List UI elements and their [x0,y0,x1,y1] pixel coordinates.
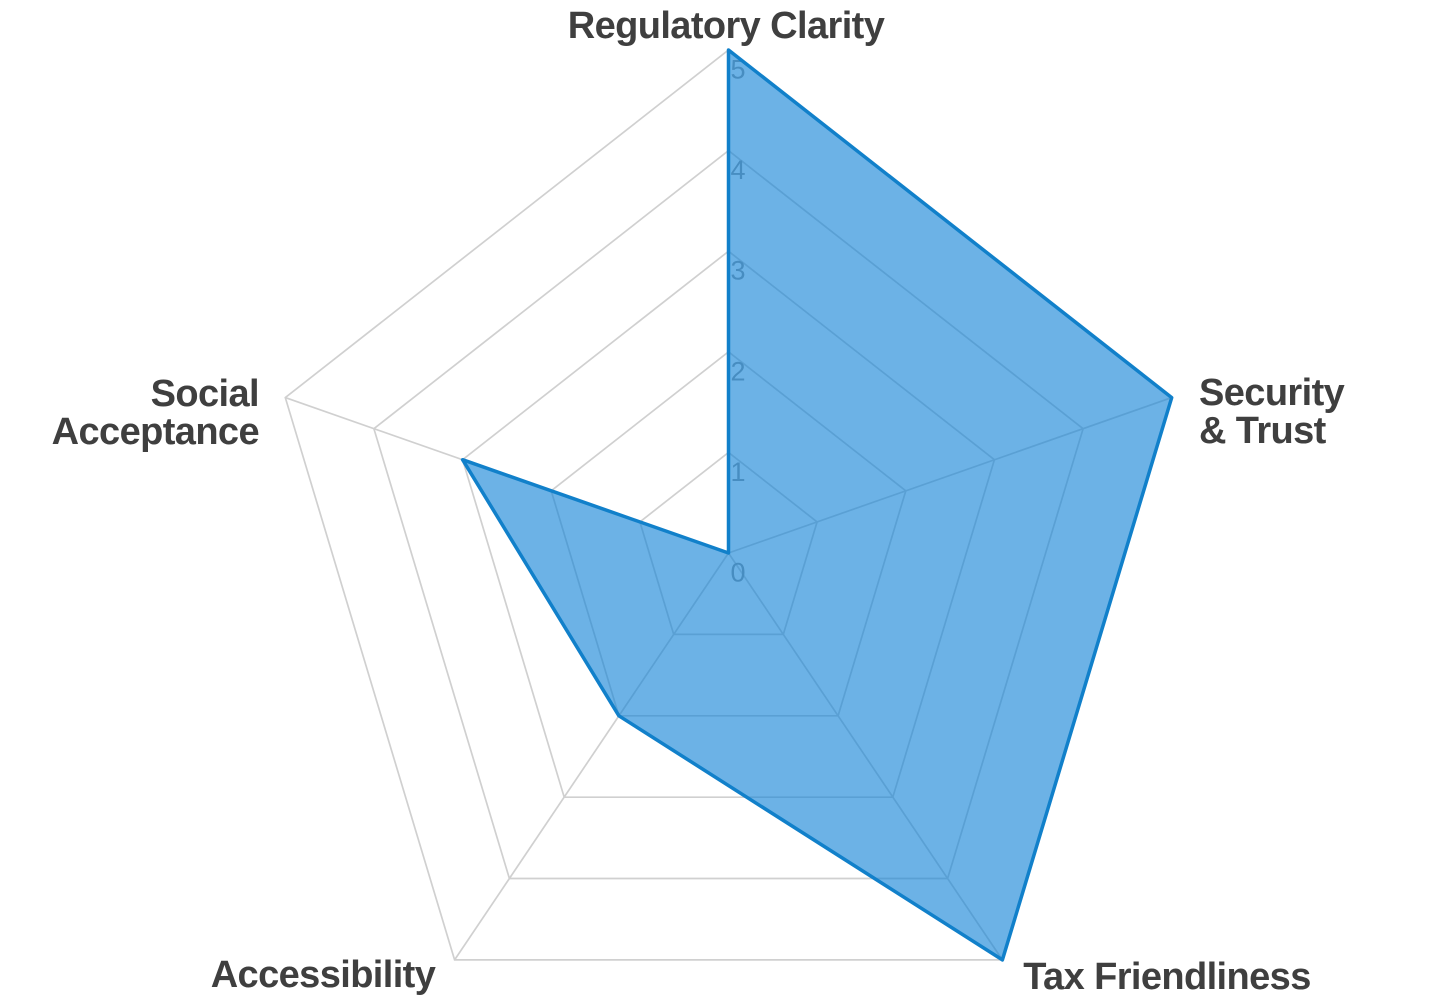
axis-label-regulatory-clarity: Regulatory Clarity [568,5,885,47]
axis-label-social-acceptance-line1: Social [151,373,259,415]
axis-label-security-trust-line1: Security [1199,372,1345,414]
axis-label-security-trust-line2: & Trust [1199,410,1327,452]
data-polygon-score [460,48,1174,962]
axis-label-tax-friendliness: Tax Friendliness [1023,956,1310,996]
axis-label-accessibility: Accessibility [211,954,436,996]
axis-label-social-acceptance-line2: Acceptance [52,411,259,453]
